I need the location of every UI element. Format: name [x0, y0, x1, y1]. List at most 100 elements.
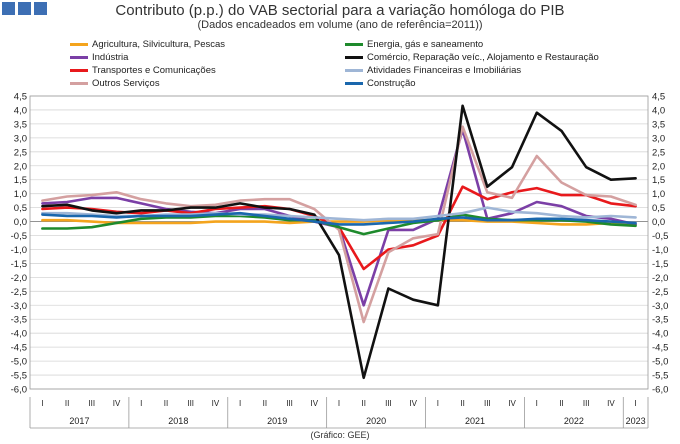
legend-label: Energia, gás e saneamento [367, 39, 484, 50]
legend-item-industria: Indústria [70, 52, 128, 63]
x-tick-quarter: IV [508, 399, 516, 408]
legend-item-financeiras: Atividades Financeiras e Imobiliárias [345, 65, 521, 76]
y-tick-label-right: 1,5 [652, 175, 665, 186]
y-tick-label-right: 4,0 [652, 105, 665, 116]
y-tick-label-left: 1,5 [14, 175, 27, 186]
y-tick-label-left: -1,5 [11, 259, 27, 270]
legend-item-energia: Energia, gás e saneamento [345, 39, 483, 50]
legend-item-agricultura: Agricultura, Silvicultura, Pescas [70, 39, 225, 50]
x-tick-quarter: III [583, 399, 590, 408]
x-tick-quarter: I [635, 399, 637, 408]
x-tick-quarter: III [88, 399, 95, 408]
x-tick-quarter: I [41, 399, 43, 408]
x-tick-quarter: II [65, 399, 69, 408]
legend-swatch [70, 56, 88, 59]
brand-logo [2, 2, 47, 15]
y-tick-label-left: 0,0 [14, 217, 27, 228]
x-tick-quarter: III [385, 399, 392, 408]
x-tick-quarter: II [559, 399, 563, 408]
series-line-3 [41, 125, 637, 324]
y-tick-label-right: -6,0 [652, 385, 668, 396]
legend-label: Outros Serviços [92, 78, 160, 89]
x-tick-quarter: IV [607, 399, 615, 408]
legend-swatch [345, 56, 363, 59]
x-tick-year: 2020 [366, 416, 386, 426]
x-tick-quarter: I [140, 399, 142, 408]
y-tick-label-right: -4,0 [652, 329, 668, 340]
y-tick-label-left: 4,5 [14, 92, 27, 103]
legend-item-transportes: Transportes e Comunicações [70, 65, 216, 76]
legend-label: Construção [367, 78, 416, 89]
y-tick-label-right: 3,5 [652, 119, 665, 130]
x-tick-quarter: IV [212, 399, 220, 408]
y-tick-label-right: -2,0 [652, 273, 668, 284]
x-tick-year: 2019 [267, 416, 287, 426]
y-tick-label-left: -5,5 [11, 371, 27, 382]
legend-swatch [70, 43, 88, 46]
y-tick-label-left: 3,5 [14, 119, 27, 130]
legend-label: Agricultura, Silvicultura, Pescas [92, 39, 226, 50]
y-tick-label-right: 4,5 [652, 92, 665, 103]
x-tick-year: 2021 [465, 416, 485, 426]
y-tick-label-left: 1,0 [14, 189, 27, 200]
y-tick-label-left: 2,5 [14, 147, 27, 158]
y-tick-label-right: 2,5 [652, 147, 665, 158]
y-tick-label-right: 3,0 [652, 133, 665, 144]
legend-swatch [345, 69, 363, 72]
legend-item-construcao: Construção [345, 78, 416, 89]
y-tick-label-right: 0,5 [652, 203, 665, 214]
y-tick-label-left: 3,0 [14, 133, 27, 144]
legend-label: Transportes e Comunicações [92, 65, 216, 76]
x-tick-quarter: III [484, 399, 491, 408]
y-tick-label-left: -4,0 [11, 329, 27, 340]
x-tick-quarter: IV [310, 399, 318, 408]
x-tick-year: 2018 [168, 416, 188, 426]
y-tick-label-right: -1,0 [652, 245, 668, 256]
y-tick-label-left: -3,5 [11, 315, 27, 326]
x-tick-year: 2017 [69, 416, 89, 426]
legend-swatch [70, 82, 88, 85]
y-tick-label-right: -0,5 [652, 231, 668, 242]
legend-label: Atividades Financeiras e Imobiliárias [367, 65, 522, 76]
y-tick-label-right: -5,0 [652, 357, 668, 368]
y-tick-label-left: -2,5 [11, 287, 27, 298]
x-tick-quarter: II [460, 399, 464, 408]
y-tick-label-right: 1,0 [652, 189, 665, 200]
series-line-4 [41, 213, 637, 236]
y-tick-label-left: -6,0 [11, 385, 27, 396]
legend-label: Comércio, Reparação veíc., Alojamento e … [367, 52, 599, 63]
legend-swatch [345, 43, 363, 46]
legend-item-outros-servicos: Outros Serviços [70, 78, 160, 89]
y-tick-label-left: 0,5 [14, 203, 27, 214]
x-tick-quarter: IV [113, 399, 121, 408]
x-tick-quarter: I [239, 399, 241, 408]
y-tick-label-left: -0,5 [11, 231, 27, 242]
y-tick-label-left: 4,0 [14, 105, 27, 116]
chart-subtitle: (Dados encadeados em volume (ano de refe… [197, 19, 483, 31]
x-tick-quarter: I [338, 399, 340, 408]
x-tick-quarter: II [263, 399, 267, 408]
x-tick-quarter: I [437, 399, 439, 408]
x-tick-year: 2023 [626, 416, 646, 426]
x-tick-quarter: I [536, 399, 538, 408]
y-tick-label-right: -5,5 [652, 371, 668, 382]
y-tick-label-left: -3,0 [11, 301, 27, 312]
y-tick-label-left: -1,0 [11, 245, 27, 256]
y-tick-label-left: -2,0 [11, 273, 27, 284]
series-line-5 [41, 104, 637, 380]
plot-frame [29, 95, 649, 390]
y-tick-label-right: -1,5 [652, 259, 668, 270]
legend-item-comercio: Comércio, Reparação veíc., Alojamento e … [345, 52, 599, 63]
series-line-7 [41, 211, 637, 226]
y-tick-label-right: 2,0 [652, 161, 665, 172]
chart-source: (Gráfico: GEE) [310, 430, 370, 440]
legend-swatch [345, 82, 363, 85]
y-tick-label-right: 0,0 [652, 217, 665, 228]
y-tick-label-left: 2,0 [14, 161, 27, 172]
x-tick-quarter: IV [409, 399, 417, 408]
x-tick-quarter: III [286, 399, 293, 408]
x-tick-quarter: III [187, 399, 194, 408]
x-tick-quarter: II [164, 399, 168, 408]
legend-swatch [70, 69, 88, 72]
